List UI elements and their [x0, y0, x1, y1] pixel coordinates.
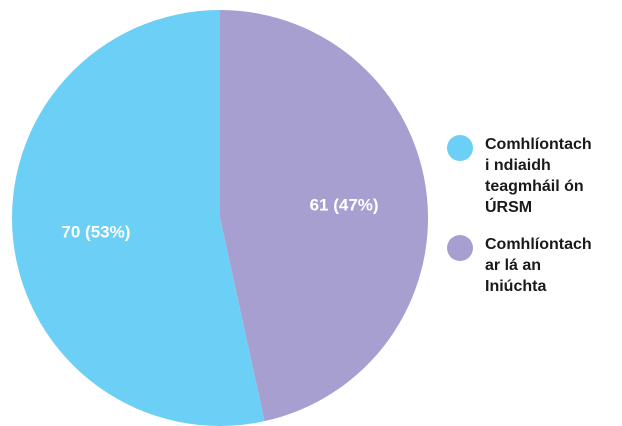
pie-slice-after-contact [12, 10, 265, 426]
chart-legend: Comhlíontach i ndiaidh teagmháil ón ÚRSM… [447, 134, 622, 313]
legend-label-audit-day: Comhlíontach ar lá an Iniúchta [485, 236, 592, 295]
pie-data-labels: 61 (47%) 70 (53%) [61, 196, 378, 242]
data-label-audit-day: 61 (47%) [310, 196, 379, 215]
pie-slice-audit-day [220, 10, 429, 422]
legend-item-after-contact: Comhlíontach i ndiaidh teagmháil ón ÚRSM [447, 134, 622, 218]
legend-label-after-contact: Comhlíontach i ndiaidh teagmháil ón ÚRSM [485, 136, 592, 216]
pie-chart: 61 (47%) 70 (53%) [12, 10, 429, 426]
pie-slices [12, 10, 429, 426]
legend-swatch-audit-day [447, 235, 473, 261]
legend-swatch-after-contact [447, 135, 473, 161]
legend-item-audit-day: Comhlíontach ar lá an Iniúchta [447, 234, 622, 297]
data-label-after-contact: 70 (53%) [61, 222, 130, 241]
